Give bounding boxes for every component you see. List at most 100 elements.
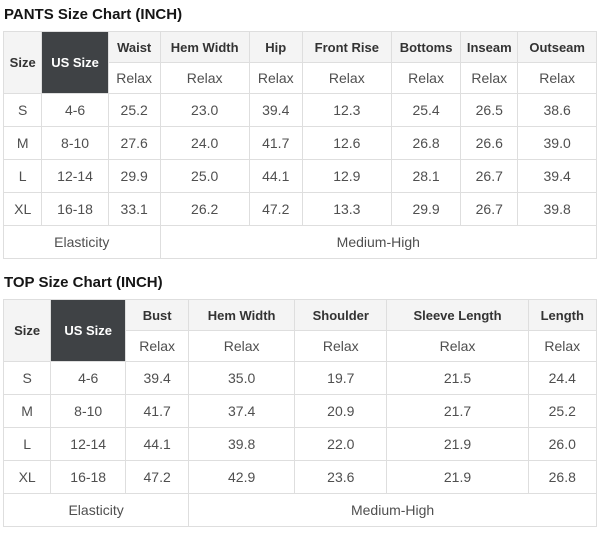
measurement-value-cell: 23.0 xyxy=(159,93,250,127)
measurement-value-cell: 37.4 xyxy=(188,394,296,428)
size-row: S 4-6 39.4 35.0 19.7 21.5 24.4 xyxy=(2,361,598,395)
size-cell: XL xyxy=(2,192,43,226)
measurement-value-cell: 38.6 xyxy=(517,93,597,127)
measurement-value-cell: 28.1 xyxy=(390,159,462,193)
measurement-value-cell: 26.2 xyxy=(159,192,250,226)
measurement-value-cell: 25.4 xyxy=(390,93,462,127)
us-size-column-header: US Size xyxy=(50,299,127,362)
header-row-fit: Relax Relax Relax Relax Relax xyxy=(4,330,598,362)
header-row-measures: Size US Size Waist Hem Width Hip Front Rise Bo… xyxy=(2,31,597,94)
us-size-cell: 8-10 xyxy=(41,126,109,160)
measurement-value-cell: 29.9 xyxy=(390,192,462,226)
measure-column-header: Sleeve Length xyxy=(386,299,529,331)
size-row: M 8-10 41.7 37.4 20.9 21.7 25.2 xyxy=(2,394,598,428)
top-table-header: Size US Size Bust Hem Width Shoulder Sleeve L… xyxy=(2,299,598,362)
pants-table-body: S 4-6 25.2 23.0 39.4 12.3 25.4 26.5 38.6 M 8-10 27.… xyxy=(2,93,597,226)
pants-size-chart-section: PANTS Size Chart (INCH) Size US Size Waist… xyxy=(2,6,598,259)
measurement-value-cell: 41.7 xyxy=(125,394,190,428)
size-cell: S xyxy=(2,93,43,127)
us-size-cell: 16-18 xyxy=(50,460,127,494)
measurement-value-cell: 27.6 xyxy=(107,126,161,160)
us-size-cell: 12-14 xyxy=(50,427,127,461)
size-row: L 12-14 44.1 39.8 22.0 21.9 26.0 xyxy=(2,427,598,461)
fit-type-cell: Relax xyxy=(188,330,296,362)
measurement-value-cell: 21.9 xyxy=(386,460,529,494)
size-row: L 12-14 29.9 25.0 44.1 12.9 28.1 26.7 39.4 xyxy=(2,159,597,193)
measure-column-header: Front Rise xyxy=(301,31,392,63)
measurement-value-cell: 39.8 xyxy=(517,192,597,226)
measurement-value-cell: 21.7 xyxy=(386,394,529,428)
measurement-value-cell: 25.2 xyxy=(527,394,598,428)
measurement-value-cell: 13.3 xyxy=(301,192,392,226)
measure-column-header: Hem Width xyxy=(159,31,250,63)
pants-table-footer: Elasticity Medium-High xyxy=(3,225,598,259)
us-size-cell: 12-14 xyxy=(41,159,109,193)
top-size-chart-section: TOP Size Chart (INCH) Size US Size Bust Hem… xyxy=(2,274,598,527)
measurement-value-cell: 24.4 xyxy=(527,361,598,395)
top-size-table: Size US Size Bust Hem Width Shoulder Sleeve L… xyxy=(2,299,598,527)
measure-column-header: Inseam xyxy=(460,31,519,63)
measurement-value-cell: 21.9 xyxy=(386,427,529,461)
measure-column-header: Outseam xyxy=(517,31,597,63)
size-cell: S xyxy=(2,361,52,395)
measure-column-header: Hem Width xyxy=(188,299,296,331)
pants-table-header: Size US Size Waist Hem Width Hip Front Rise Bo… xyxy=(2,31,597,94)
fit-type-cell: Relax xyxy=(294,330,388,362)
measurement-value-cell: 12.3 xyxy=(301,93,392,127)
size-cell: M xyxy=(2,126,43,160)
measurement-value-cell: 47.2 xyxy=(125,460,190,494)
measurement-value-cell: 21.5 xyxy=(386,361,529,395)
measurement-value-cell: 26.7 xyxy=(460,192,519,226)
measurement-value-cell: 33.1 xyxy=(107,192,161,226)
fit-type-cell: Relax xyxy=(107,62,161,94)
fit-type-cell: Relax xyxy=(517,62,597,94)
measure-column-header: Length xyxy=(527,299,598,331)
size-chart-page: PANTS Size Chart (INCH) Size US Size Waist… xyxy=(2,6,598,527)
measure-column-header: Bottoms xyxy=(390,31,462,63)
measurement-value-cell: 39.4 xyxy=(248,93,303,127)
measure-column-header: Bust xyxy=(125,299,190,331)
measurement-value-cell: 39.4 xyxy=(517,159,597,193)
header-row-fit: Relax Relax Relax Relax Relax Relax Relax xyxy=(4,62,597,94)
fit-type-cell: Relax xyxy=(460,62,519,94)
fit-type-cell: Relax xyxy=(301,62,392,94)
measurement-value-cell: 47.2 xyxy=(248,192,303,226)
pants-chart-title: PANTS Size Chart (INCH) xyxy=(4,6,183,23)
size-row: M 8-10 27.6 24.0 41.7 12.6 26.8 26.6 39.0 xyxy=(2,126,597,160)
elasticity-row: Elasticity Medium-High xyxy=(2,493,597,527)
measurement-value-cell: 41.7 xyxy=(248,126,303,160)
fit-type-cell: Relax xyxy=(386,330,529,362)
measurement-value-cell: 25.0 xyxy=(159,159,250,193)
measurement-value-cell: 26.5 xyxy=(460,93,519,127)
measurement-value-cell: 39.0 xyxy=(517,126,597,160)
us-size-cell: 4-6 xyxy=(50,361,127,395)
us-size-cell: 4-6 xyxy=(41,93,109,127)
us-size-column-header: US Size xyxy=(41,31,109,94)
size-row: XL 16-18 33.1 26.2 47.2 13.3 29.9 26.7 39.8 xyxy=(2,192,597,226)
measurement-value-cell: 26.8 xyxy=(390,126,462,160)
top-table-footer: Elasticity Medium-High xyxy=(2,493,597,527)
top-table-body: S 4-6 39.4 35.0 19.7 21.5 24.4 M 8-10 41.7 37.4 20.… xyxy=(2,361,598,494)
top-chart-title: TOP Size Chart (INCH) xyxy=(4,274,163,291)
size-column-header: Size xyxy=(2,299,52,362)
size-column-header: Size xyxy=(2,31,43,94)
measurement-value-cell: 39.4 xyxy=(125,361,190,395)
elasticity-label-cell: Elasticity xyxy=(2,493,190,527)
measurement-value-cell: 42.9 xyxy=(188,460,296,494)
fit-type-cell: Relax xyxy=(125,330,190,362)
measurement-value-cell: 26.8 xyxy=(527,460,598,494)
measurement-value-cell: 44.1 xyxy=(125,427,190,461)
size-cell: XL xyxy=(2,460,52,494)
fit-type-cell: Relax xyxy=(248,62,303,94)
elasticity-label-cell: Elasticity xyxy=(3,225,161,259)
measurement-value-cell: 39.8 xyxy=(188,427,296,461)
header-row-measures: Size US Size Bust Hem Width Shoulder Sleeve L… xyxy=(2,299,598,362)
measurement-value-cell: 12.9 xyxy=(301,159,392,193)
us-size-cell: 8-10 xyxy=(50,394,127,428)
measurement-value-cell: 35.0 xyxy=(188,361,296,395)
size-cell: M xyxy=(2,394,52,428)
measurement-value-cell: 44.1 xyxy=(248,159,303,193)
us-size-cell: 16-18 xyxy=(41,192,109,226)
elasticity-row: Elasticity Medium-High xyxy=(3,225,598,259)
measurement-value-cell: 20.9 xyxy=(294,394,388,428)
